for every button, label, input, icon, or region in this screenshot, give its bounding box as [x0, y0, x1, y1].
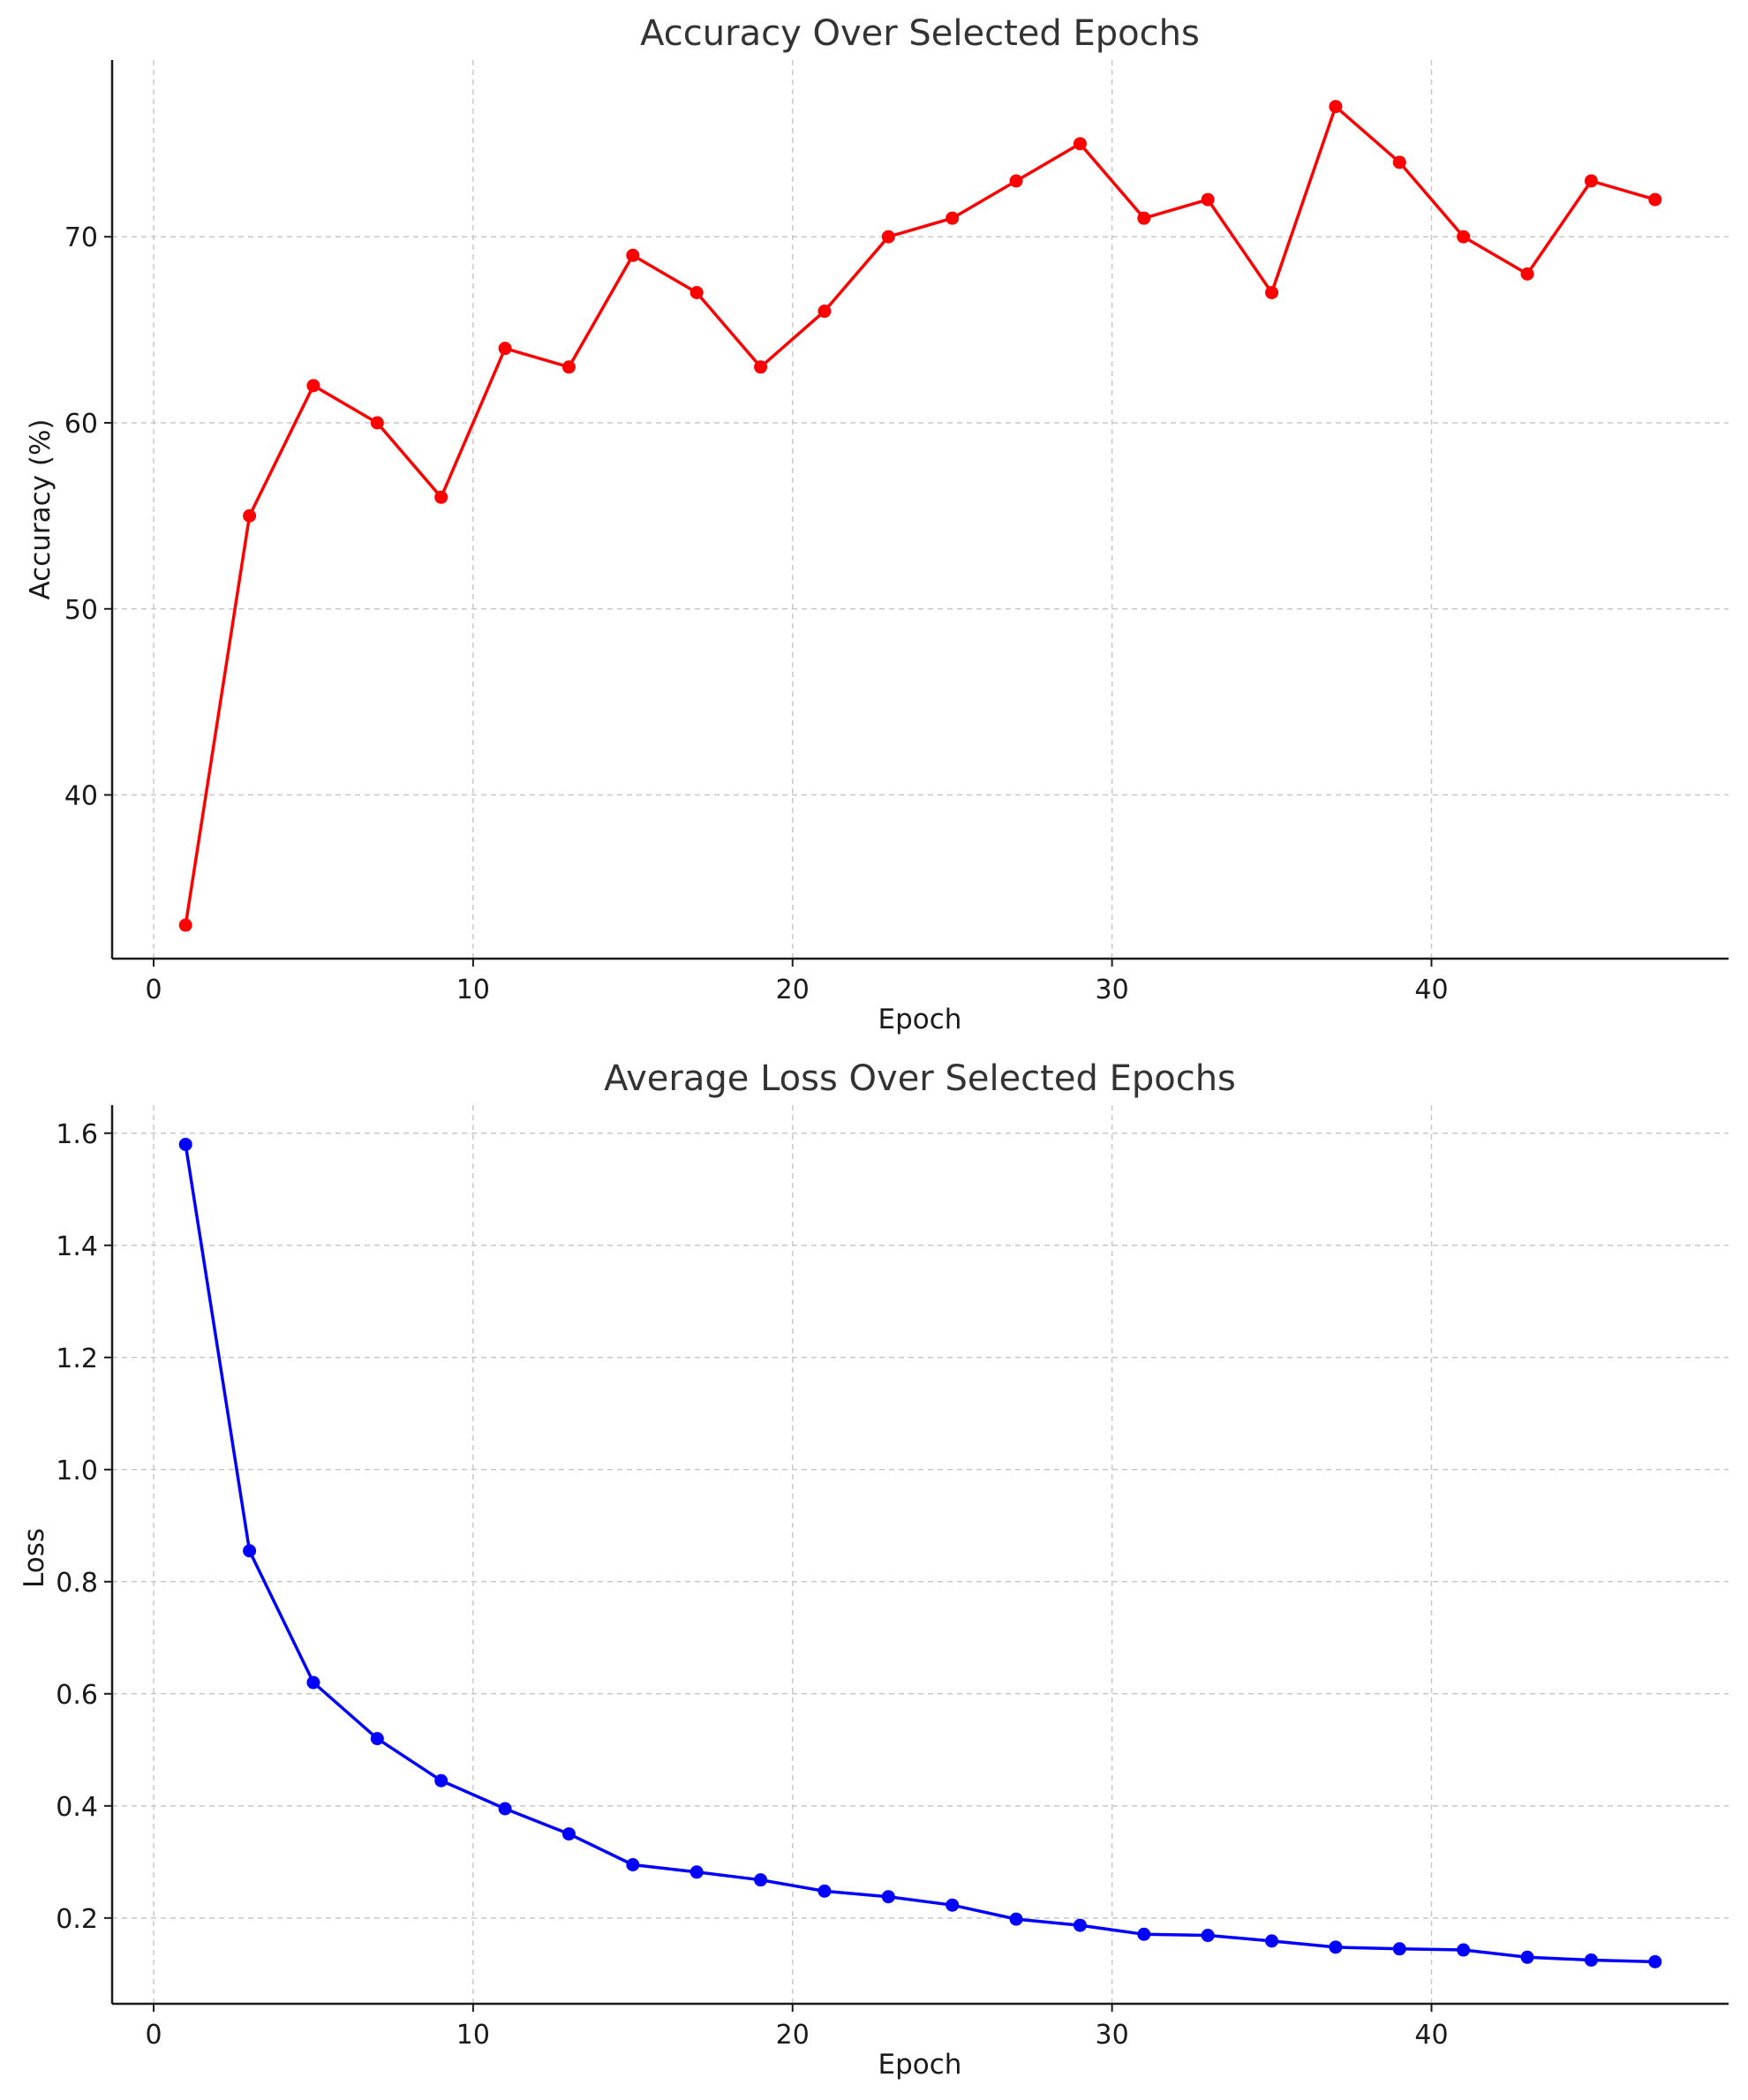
x-axis-label: Epoch	[878, 2049, 962, 2081]
series-line	[184, 104, 1657, 927]
data-point	[754, 1873, 768, 1887]
data-point	[1392, 155, 1406, 169]
y-tick-label: 0.6	[56, 1680, 98, 1711]
x-axis-label: Epoch	[878, 1004, 962, 1035]
data-point	[178, 918, 192, 932]
y-axis-label: Accuracy (%)	[25, 418, 57, 599]
y-tick-label: 1.0	[56, 1456, 98, 1487]
data-point	[1648, 192, 1662, 207]
data-point	[689, 1865, 704, 1879]
x-tick-label: 40	[1414, 975, 1448, 1005]
data-point	[306, 379, 320, 393]
tick-labels: 0 10 20 30 40 40 50 60 70	[64, 222, 1449, 1005]
series-accuracy	[178, 100, 1662, 932]
chart-title: Average Loss Over Selected Epochs	[604, 1058, 1236, 1099]
x-tick-label: 20	[776, 2020, 810, 2051]
data-point	[946, 211, 960, 225]
x-tick-label: 0	[145, 975, 162, 1005]
data-point	[498, 1802, 512, 1816]
data-point	[1265, 285, 1279, 299]
axes	[110, 1105, 1729, 2006]
data-point	[370, 416, 384, 430]
data-point	[1584, 174, 1598, 188]
data-point	[1648, 1954, 1662, 1968]
data-point	[178, 1137, 192, 1151]
accuracy-chart: Accuracy Over Selected Epochs 0 10 20 30 40 4…	[25, 13, 1729, 1035]
data-point	[434, 1773, 448, 1788]
x-tick-label: 10	[456, 975, 490, 1005]
y-tick-label: 70	[64, 222, 98, 253]
y-tick-label: 1.2	[56, 1344, 98, 1374]
axes	[110, 60, 1729, 960]
data-point	[1137, 1927, 1151, 1941]
data-point	[1457, 1943, 1471, 1957]
y-tick-label: 1.6	[56, 1119, 98, 1150]
data-point	[561, 360, 576, 374]
data-point	[1520, 1950, 1534, 1964]
data-point	[1265, 1934, 1279, 1948]
data-point	[1520, 267, 1534, 281]
data-point	[1329, 100, 1343, 114]
series-line	[184, 1142, 1657, 1964]
data-point	[626, 248, 640, 262]
x-tick-label: 40	[1414, 2020, 1448, 2051]
data-point	[1009, 174, 1023, 188]
data-point	[689, 285, 704, 299]
gridlines	[112, 1105, 1729, 2004]
y-tick-label: 0.8	[56, 1568, 98, 1599]
loss-chart: Average Loss Over Selected Epochs 0 10 20 3…	[19, 1058, 1729, 2081]
data-point	[243, 1544, 257, 1558]
y-tick-label: 60	[64, 409, 98, 440]
x-tick-label: 20	[776, 975, 810, 1005]
data-point	[946, 1898, 960, 1912]
data-point	[754, 360, 768, 374]
data-point	[1329, 1940, 1343, 1954]
data-point	[1584, 1953, 1598, 1967]
x-tick-label: 30	[1096, 2020, 1129, 2051]
data-point	[1009, 1912, 1023, 1926]
y-tick-label: 0.4	[56, 1792, 98, 1823]
data-point	[1073, 137, 1087, 151]
y-tick-label: 50	[64, 595, 98, 626]
x-tick-label: 0	[145, 2020, 162, 2051]
data-point	[1201, 1929, 1215, 1943]
x-tick-label: 10	[456, 2020, 490, 2051]
data-point	[498, 342, 512, 356]
data-point	[1073, 1918, 1087, 1932]
tick-labels: 0 10 20 30 40 0.2 0.4 0.6 0.8 1.0 1.2 1.4 1.6	[56, 1119, 1448, 2051]
data-point	[1137, 211, 1151, 225]
data-point	[243, 508, 257, 523]
data-point	[817, 305, 832, 319]
y-axis-label: Loss	[19, 1528, 50, 1588]
data-point	[1201, 192, 1215, 207]
y-tick-label: 1.4	[56, 1231, 98, 1262]
y-tick-label: 0.2	[56, 1904, 98, 1935]
data-point	[434, 490, 448, 504]
chart-title: Accuracy Over Selected Epochs	[640, 13, 1200, 54]
x-tick-label: 30	[1096, 975, 1129, 1005]
data-point	[1457, 230, 1471, 244]
data-point	[306, 1675, 320, 1690]
data-point	[370, 1732, 384, 1746]
series-loss	[178, 1137, 1662, 1968]
data-point	[561, 1827, 576, 1841]
data-point	[626, 1858, 640, 1872]
gridlines	[112, 60, 1729, 959]
data-point	[881, 1890, 895, 1904]
data-point	[817, 1884, 832, 1898]
data-point	[1392, 1942, 1406, 1956]
y-tick-label: 40	[64, 781, 98, 812]
data-point	[881, 230, 895, 244]
